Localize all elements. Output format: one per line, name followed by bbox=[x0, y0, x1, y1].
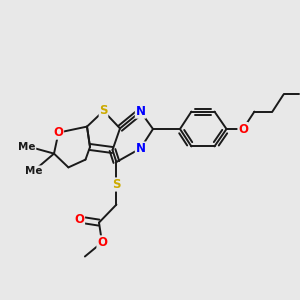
Text: Me: Me bbox=[18, 142, 36, 152]
Text: S: S bbox=[99, 104, 108, 118]
Text: N: N bbox=[135, 142, 146, 155]
Text: S: S bbox=[112, 178, 121, 191]
Text: Me: Me bbox=[25, 166, 43, 176]
Text: O: O bbox=[97, 236, 107, 249]
Text: N: N bbox=[135, 105, 146, 118]
Text: O: O bbox=[53, 126, 64, 139]
Text: O: O bbox=[238, 122, 248, 136]
Text: O: O bbox=[74, 213, 85, 226]
